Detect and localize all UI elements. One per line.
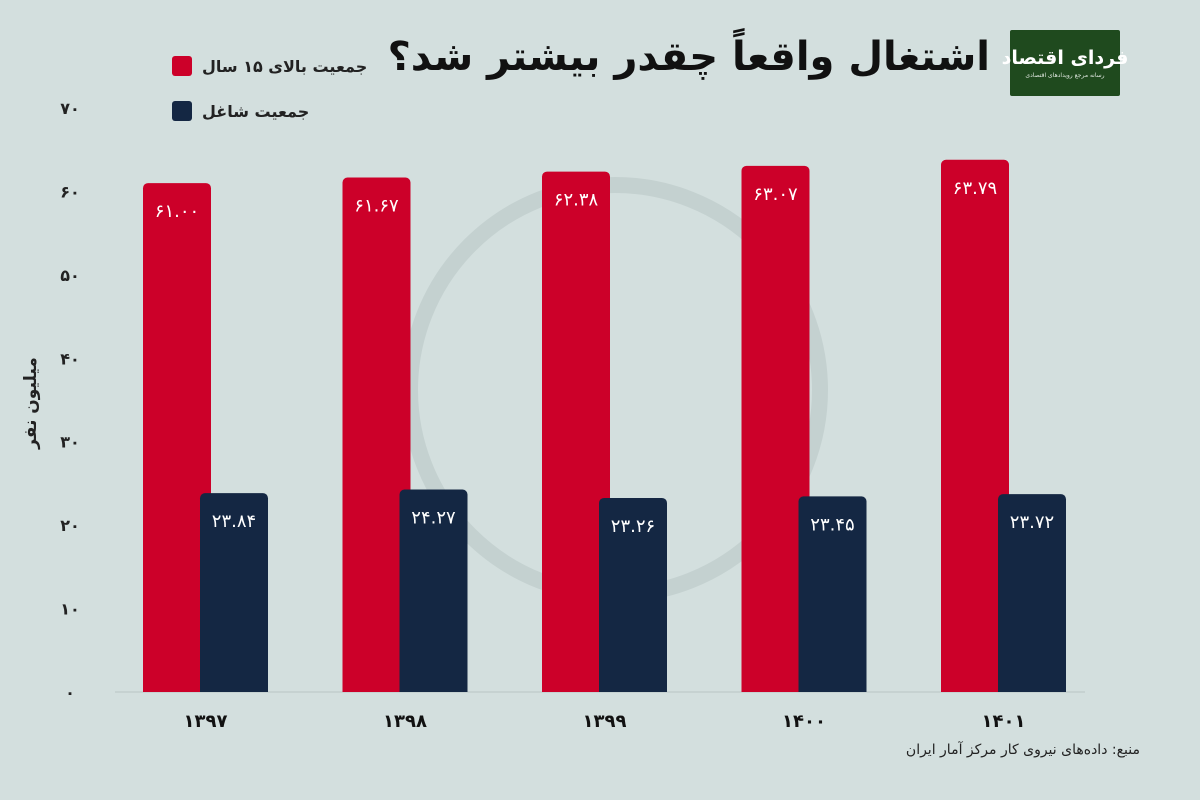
bar-value-label: ۲۳.۷۲ (1010, 512, 1054, 533)
legend-label-population: جمعیت بالای ۱۵ سال (202, 56, 368, 76)
bar-population (342, 177, 411, 693)
brand-logo: فردای اقتصاد رسانه مرجع رویدادهای اقتصاد… (1002, 30, 1128, 96)
source-note: منبع: داده‌های نیروی کار مرکز آمار ایران (905, 742, 1140, 758)
bar-base (599, 686, 667, 692)
y-tick-label: ۴۰ (60, 349, 80, 368)
y-tick-label: ۱۰ (60, 600, 80, 619)
x-tick-label: ۱۳۹۹ (583, 711, 627, 732)
legend-item-employed: جمعیت شاغل (172, 101, 309, 121)
y-tick-label: ۲۰ (60, 516, 80, 535)
bar-value-label: ۶۳.۷۹ (953, 178, 997, 199)
bar-base (941, 686, 1009, 692)
chart-title: اشتغال واقعاً چقدر بیشتر شد؟ (387, 34, 990, 80)
bar-population (941, 159, 1009, 692)
legend-swatch-navy (172, 101, 192, 121)
bar-employed (998, 494, 1066, 692)
bar-value-label: ۲۳.۲۶ (611, 516, 655, 537)
legend-swatch-red (172, 56, 192, 76)
logo-tagline: رسانه مرجع رویدادهای اقتصادی (1025, 72, 1105, 79)
bar-population (741, 165, 810, 693)
bar-value-label: ۶۳.۰۷ (753, 184, 798, 205)
bar-base (342, 686, 411, 692)
bar-base (399, 686, 468, 692)
bar-base (798, 686, 867, 692)
bar-base (741, 686, 810, 692)
bar-base (143, 686, 211, 692)
y-tick-label: ۳۰ (60, 433, 80, 452)
bar-value-label: ۲۳.۴۵ (810, 514, 854, 535)
y-tick-label: ۰ (65, 683, 75, 702)
y-tick-label: ۶۰ (60, 182, 80, 201)
bar-employed (200, 493, 268, 692)
bar-base (542, 686, 610, 692)
bar-value-label: ۲۳.۸۴ (212, 511, 256, 532)
bar-value-label: ۲۴.۲۷ (411, 508, 456, 529)
bar-base (200, 686, 268, 692)
y-tick-label: ۵۰ (60, 266, 80, 285)
bar-base (998, 686, 1066, 692)
x-tick-label: ۱۳۹۷ (184, 711, 228, 732)
x-tick-label: ۱۴۰۰ (782, 711, 826, 732)
bar-population (542, 171, 610, 692)
bar-value-label: ۶۲.۳۸ (554, 190, 599, 211)
bar-employed (798, 496, 867, 692)
logo-text: فردای اقتصاد (1001, 47, 1129, 69)
bar-employed (399, 489, 468, 692)
x-tick-label: ۱۳۹۸ (383, 711, 427, 732)
bar-value-label: ۶۱.۶۷ (354, 195, 399, 216)
bar-value-label: ۶۱.۰۰ (155, 201, 199, 222)
y-axis-title: میلیون نفر (21, 357, 41, 450)
legend-item-population: جمعیت بالای ۱۵ سال (172, 56, 367, 76)
y-tick-label: ۷۰ (60, 99, 80, 118)
x-tick-label: ۱۴۰۱ (982, 711, 1026, 732)
bar-population (143, 183, 211, 693)
legend-label-employed: جمعیت شاغل (202, 101, 310, 121)
bar-employed (599, 497, 667, 692)
